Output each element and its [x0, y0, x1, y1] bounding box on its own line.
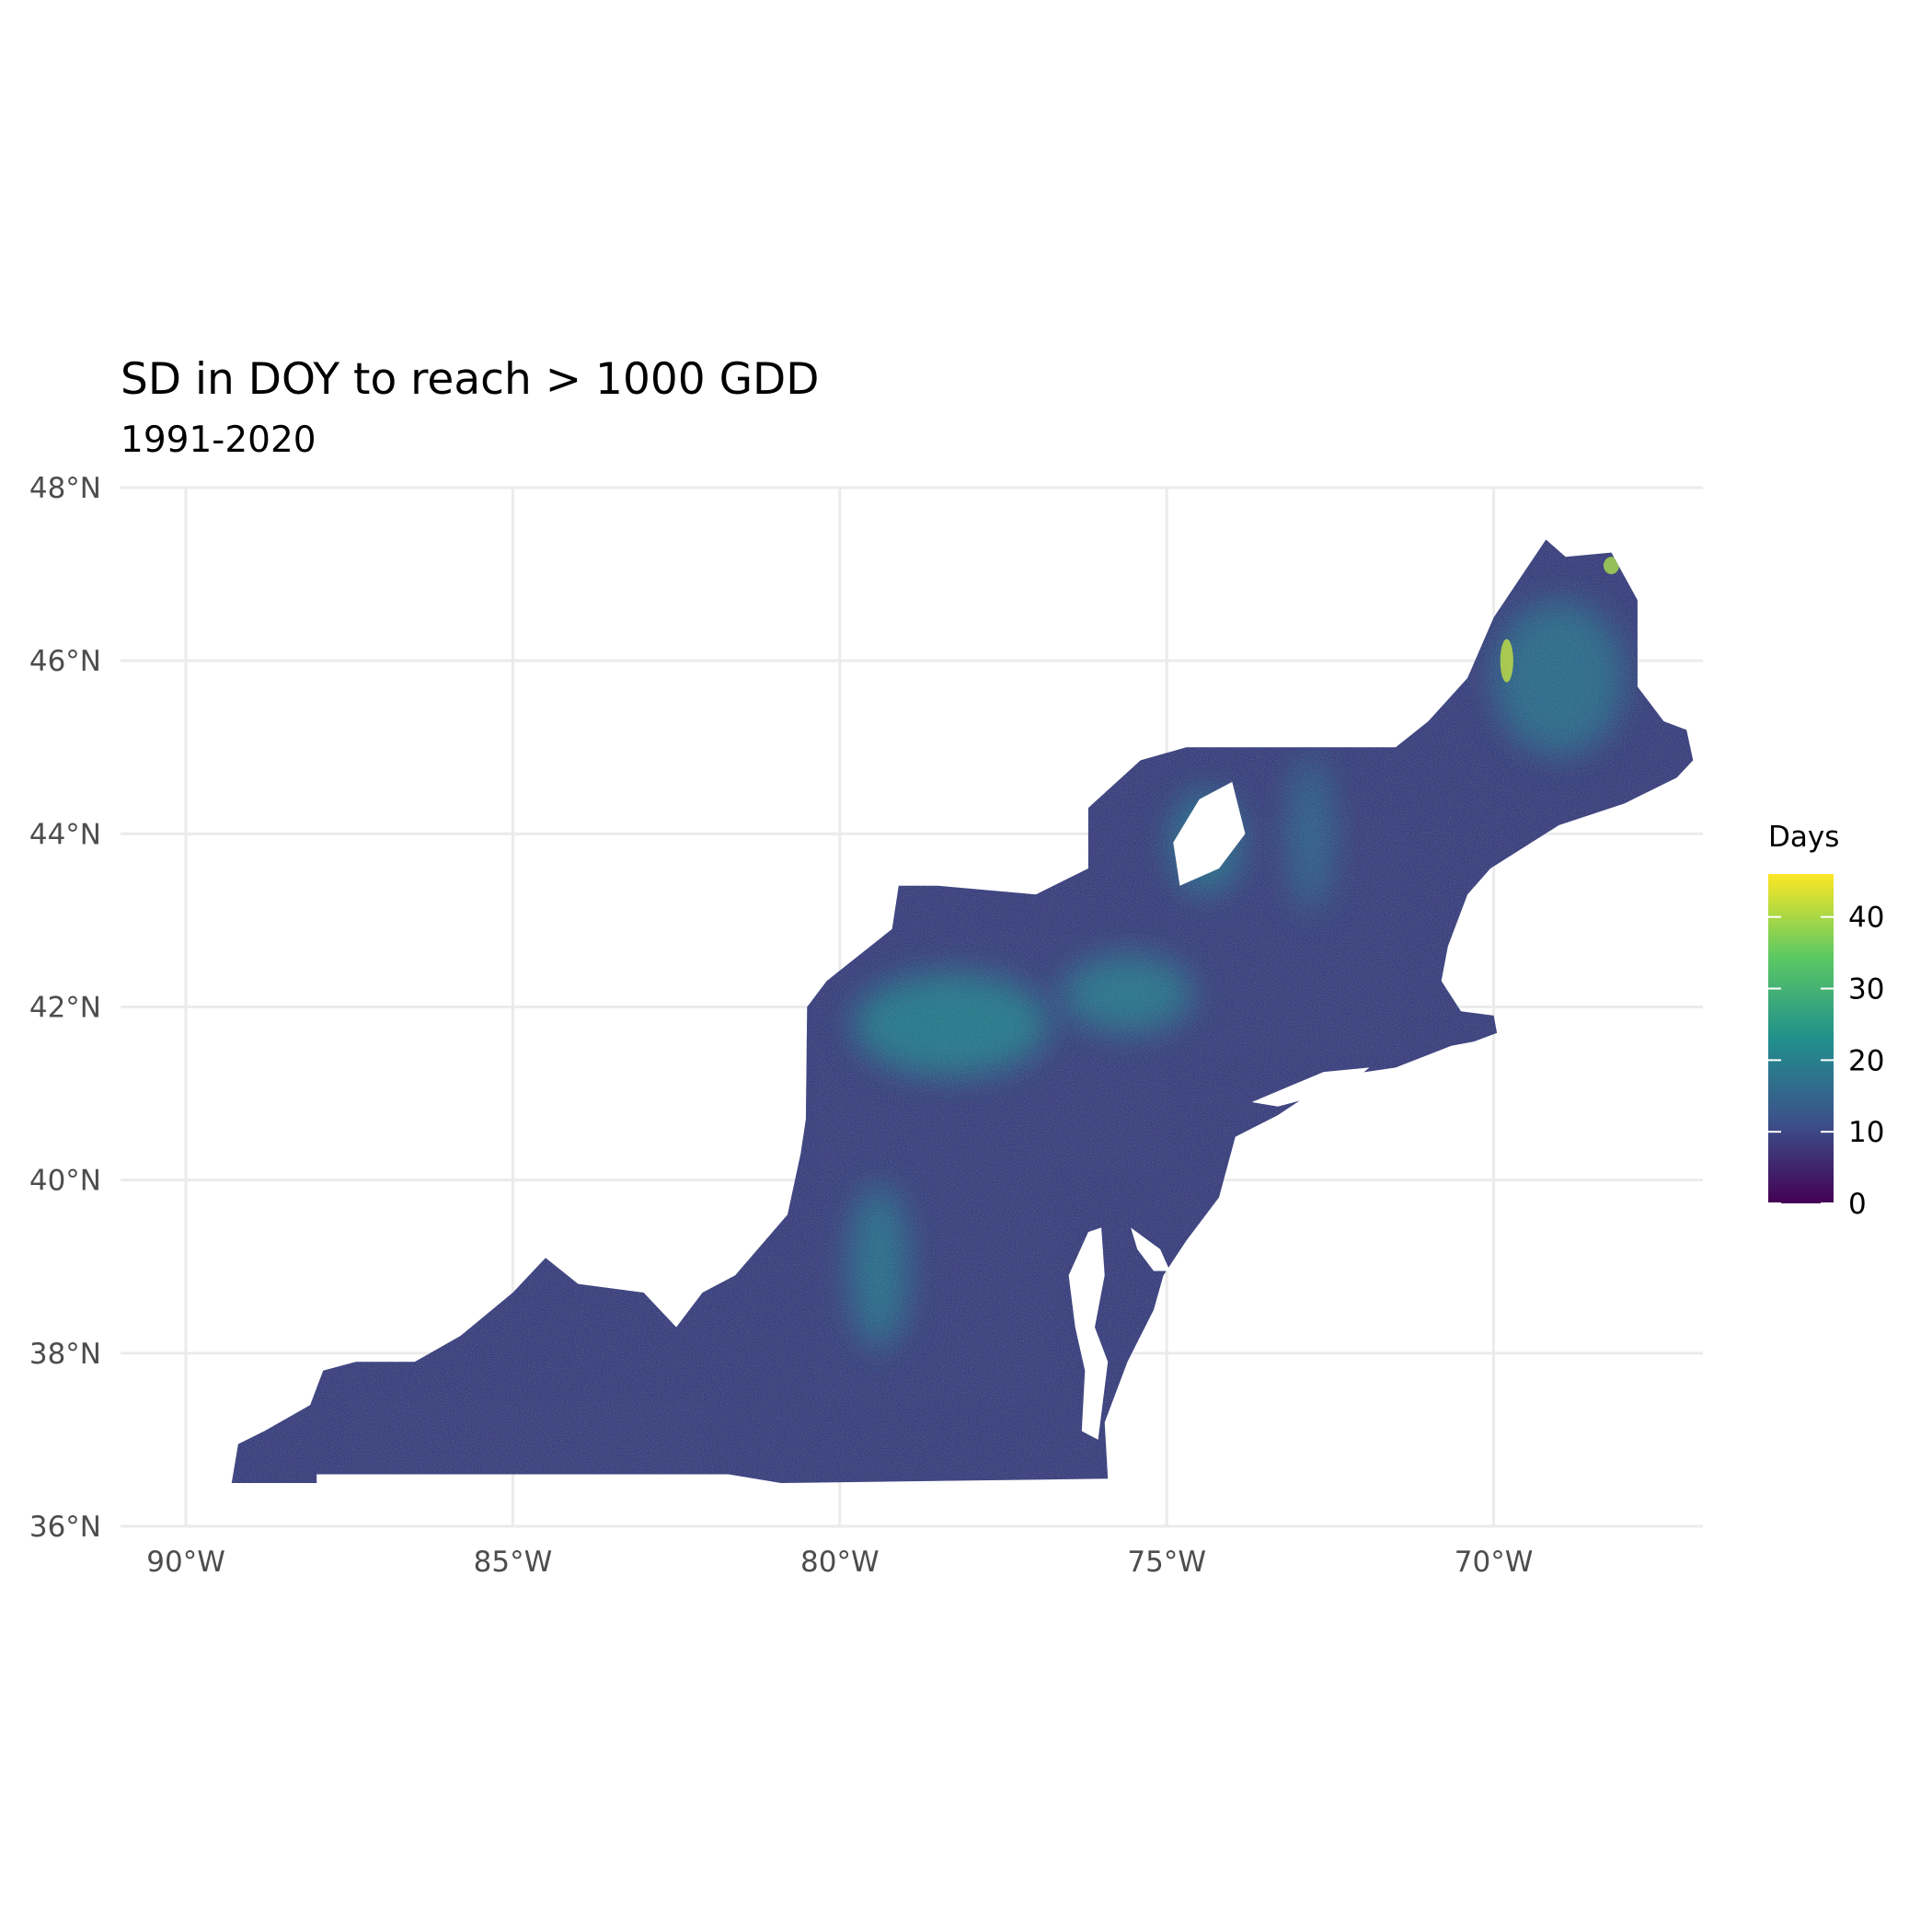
x-tick-label: 80°W [800, 1546, 880, 1579]
water-body [1251, 1067, 1370, 1107]
y-tick-label: 36°N [29, 1511, 101, 1544]
y-tick-label: 42°N [29, 992, 101, 1025]
y-tick-label: 44°N [29, 818, 101, 851]
water-body [1131, 1227, 1170, 1271]
colorbar-tick-label: 30 [1848, 973, 1884, 1006]
x-tick-label: 70°W [1455, 1546, 1534, 1579]
chart-title: SD in DOY to reach > 1000 GDD [121, 354, 819, 405]
colorbar [1768, 874, 1834, 1203]
water-body [1068, 1227, 1109, 1440]
y-tick-label: 48°N [29, 472, 101, 505]
y-axis: 36°N 38°N 40°N 42°N 44°N 46°N 48°N [29, 472, 101, 1544]
colorbar-tick-label: 20 [1848, 1044, 1884, 1077]
legend-title: Days [1768, 821, 1839, 854]
colorbar-legend: Days 0 10 20 30 40 [1768, 821, 1884, 1221]
y-tick-label: 38°N [29, 1338, 101, 1371]
colorbar-tick-label: 0 [1848, 1188, 1867, 1221]
y-tick-label: 46°N [29, 645, 101, 678]
x-tick-label: 75°W [1127, 1546, 1206, 1579]
x-tick-label: 85°W [474, 1546, 553, 1579]
colorbar-tick-label: 40 [1848, 902, 1884, 935]
y-tick-label: 40°N [29, 1165, 101, 1198]
colorbar-ticks: 0 10 20 30 40 [1768, 902, 1884, 1221]
x-axis: 90°W 85°W 80°W 75°W 70°W [146, 1546, 1533, 1579]
colorbar-tick-label: 10 [1848, 1116, 1884, 1149]
chart-subtitle: 1991-2020 [121, 420, 316, 461]
water-body [1173, 781, 1246, 886]
x-tick-label: 90°W [146, 1546, 225, 1579]
